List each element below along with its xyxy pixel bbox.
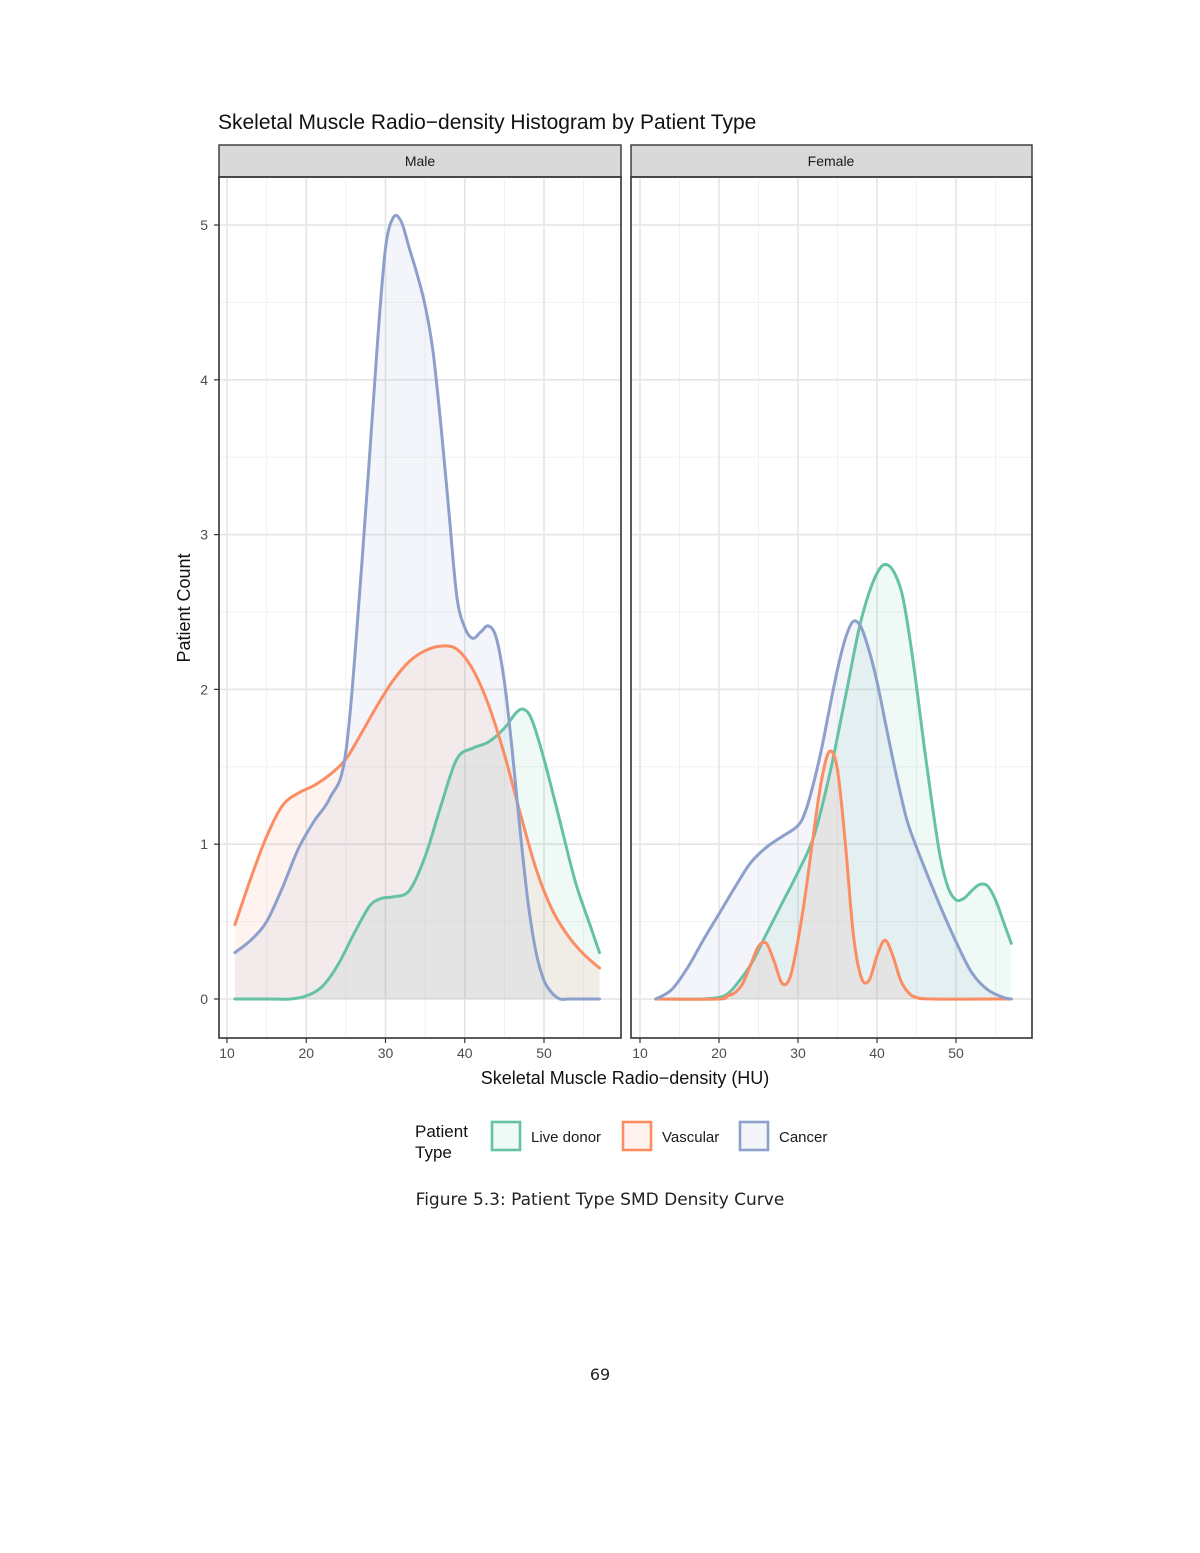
- density-fill-vascular: [234, 645, 600, 999]
- density-fill-live-donor: [655, 564, 1012, 1000]
- chart-title: Skeletal Muscle Radio−density Histogram …: [218, 111, 756, 134]
- strip-label-female: Female: [808, 153, 855, 169]
- legend-title: Patient Type: [415, 1122, 468, 1162]
- gridlines-male: [219, 177, 621, 1038]
- y-tick-label: 3: [200, 527, 208, 543]
- x-tick-label: 10: [219, 1045, 235, 1061]
- density-line-vascular: [233, 644, 601, 970]
- density-line-live-donor: [233, 707, 601, 1001]
- x-tick-label: 50: [536, 1045, 552, 1061]
- y-tick-label: 4: [200, 372, 208, 388]
- x-tick-label: 10: [632, 1045, 648, 1061]
- y-tick-label: 0: [200, 991, 208, 1007]
- x-tick-label: 20: [298, 1045, 314, 1061]
- panel-female: Female 10 20 30 40 50: [630, 144, 1033, 1061]
- density-fill-live-donor: [234, 708, 600, 1000]
- legend-key: [738, 1120, 770, 1152]
- legend-label: Live donor: [531, 1129, 601, 1146]
- density-chart-figure: Skeletal Muscle Radio−density Histogram …: [174, 111, 1033, 1162]
- x-tick-label: 40: [869, 1045, 885, 1061]
- y-tick-label: 5: [200, 217, 208, 233]
- legend-key: [621, 1120, 653, 1152]
- gridlines-female: [631, 177, 1032, 1038]
- density-fill-cancer: [234, 215, 600, 1000]
- density-line-vascular: [654, 749, 1013, 1001]
- legend-entry-live-donor: Live donor: [490, 1120, 601, 1152]
- density-curves-female: [654, 562, 1013, 1001]
- x-tick-label: 30: [790, 1045, 806, 1061]
- legend-entry-cancer: Cancer: [738, 1120, 827, 1152]
- strip-label-male: Male: [405, 153, 436, 169]
- x-tick-label: 50: [948, 1045, 964, 1061]
- legend-entry-vascular: Vascular: [621, 1120, 719, 1152]
- density-curves-male: [233, 213, 601, 1001]
- page-number: 69: [589, 1365, 611, 1384]
- legend: Patient Type Live donor Vascular Cancer: [415, 1120, 827, 1162]
- density-fill-vascular: [655, 751, 1012, 1000]
- density-fill-cancer: [655, 620, 1012, 999]
- panel-male: Male 10 20 30 40 50: [218, 144, 622, 1061]
- plot-border-male: [218, 176, 622, 1039]
- legend-label: Vascular: [662, 1129, 719, 1146]
- figure-caption: Figure 5.3: Patient Type SMD Density Cur…: [415, 1190, 785, 1210]
- strip-female: [630, 144, 1033, 178]
- x-tick-label: 20: [711, 1045, 727, 1061]
- legend-key: [490, 1120, 522, 1152]
- legend-label: Cancer: [779, 1129, 827, 1146]
- y-axis-label: Patient Count: [174, 553, 194, 662]
- density-line-cancer: [233, 213, 601, 1001]
- y-tick-label: 1: [200, 836, 208, 852]
- plot-border-female: [630, 176, 1033, 1039]
- strip-male: [218, 144, 622, 178]
- y-tick-label: 2: [200, 681, 208, 697]
- density-line-cancer: [654, 619, 1013, 1001]
- x-axis-label: Skeletal Muscle Radio−density (HU): [481, 1068, 770, 1088]
- x-ticks-male: 10 20 30 40 50: [219, 1038, 552, 1061]
- x-tick-label: 40: [457, 1045, 473, 1061]
- x-ticks-female: 10 20 30 40 50: [632, 1038, 964, 1061]
- x-tick-label: 30: [378, 1045, 394, 1061]
- y-axis-ticks: 0 1 2 3 4 5: [200, 217, 219, 1007]
